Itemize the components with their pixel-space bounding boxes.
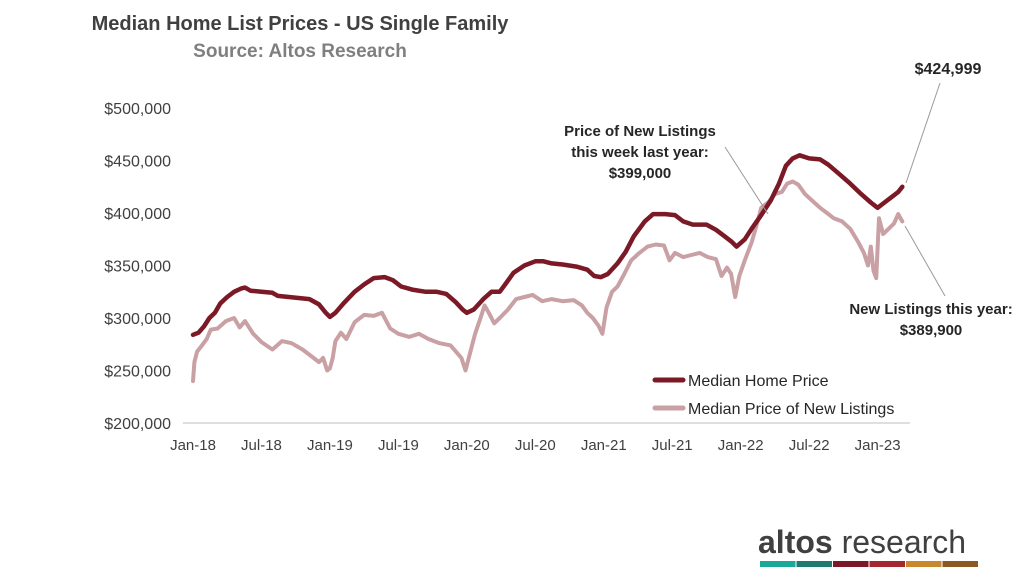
annotation-last-year-line1: Price of New Listings [564, 123, 716, 140]
series-layer [190, 153, 905, 383]
x-tick-label: Jul-20 [515, 437, 556, 454]
logo-text: altos research [758, 524, 966, 560]
y-axis: $500,000 $450,000 $400,000 $350,000 $300,000… [104, 101, 171, 433]
x-tick-label: Jan-18 [170, 437, 216, 454]
y-tick-label: $250,000 [104, 364, 171, 381]
x-tick-label: Jan-19 [307, 437, 353, 454]
annotation-latest: $424,999 [905, 61, 982, 184]
x-tick-label: Jan-20 [444, 437, 490, 454]
x-tick-label: Jan-23 [855, 437, 901, 454]
logo-color-bar [942, 561, 978, 567]
annotation-latest-value: $424,999 [915, 61, 982, 78]
annotation-this-year-value: $389,900 [900, 322, 963, 339]
legend-label-median-home-price: Median Home Price [688, 373, 829, 390]
y-tick-label: $400,000 [104, 206, 171, 223]
annotation-last-year-line2: this week last year: [571, 144, 709, 161]
y-tick-label: $200,000 [104, 416, 171, 433]
annotation-this-year-leader [904, 225, 946, 297]
annotation-this-year-line: New Listings this year: [849, 301, 1012, 318]
logo-color-bar [833, 561, 869, 567]
annotation-this-year: New Listings this year: $389,900 [849, 225, 1013, 339]
legend: Median Home Price Median Price of New Li… [652, 373, 894, 418]
logo-word-research: research [833, 524, 966, 560]
logo-color-bar [796, 561, 832, 567]
series-line-median-home-price [190, 153, 905, 338]
y-tick-label: $450,000 [104, 154, 171, 171]
x-tick-label: Jul-22 [789, 437, 830, 454]
series-line-median-price-new-listings [191, 179, 905, 383]
annotation-last-year-leader [724, 146, 769, 215]
x-tick-label: Jan-21 [581, 437, 627, 454]
chart-subtitle: Source: Altos Research [193, 41, 407, 62]
y-tick-label: $500,000 [104, 101, 171, 118]
annotation-latest-leader [905, 82, 941, 184]
altos-research-logo: altos research [758, 524, 978, 567]
logo-color-bar [760, 561, 796, 567]
x-tick-label: Jul-19 [378, 437, 419, 454]
x-tick-label: Jul-18 [241, 437, 282, 454]
chart-title: Median Home List Prices - US Single Fami… [92, 13, 510, 35]
logo-color-bar [906, 561, 942, 567]
logo-color-bar [869, 561, 905, 567]
y-tick-label: $350,000 [104, 259, 171, 276]
annotation-last-year: Price of New Listings this week last yea… [564, 123, 769, 215]
logo-color-bars [760, 561, 978, 567]
annotation-last-year-value: $399,000 [609, 165, 672, 182]
logo-word-altos: altos [758, 524, 833, 560]
x-tick-label: Jan-22 [718, 437, 764, 454]
x-axis: Jan-18 Jul-18 Jan-19 Jul-19 Jan-20 Jul-20 Jan-… [170, 437, 900, 454]
y-tick-label: $300,000 [104, 311, 171, 328]
legend-label-median-price-new-listings: Median Price of New Listings [688, 401, 894, 418]
x-tick-label: Jul-21 [652, 437, 693, 454]
